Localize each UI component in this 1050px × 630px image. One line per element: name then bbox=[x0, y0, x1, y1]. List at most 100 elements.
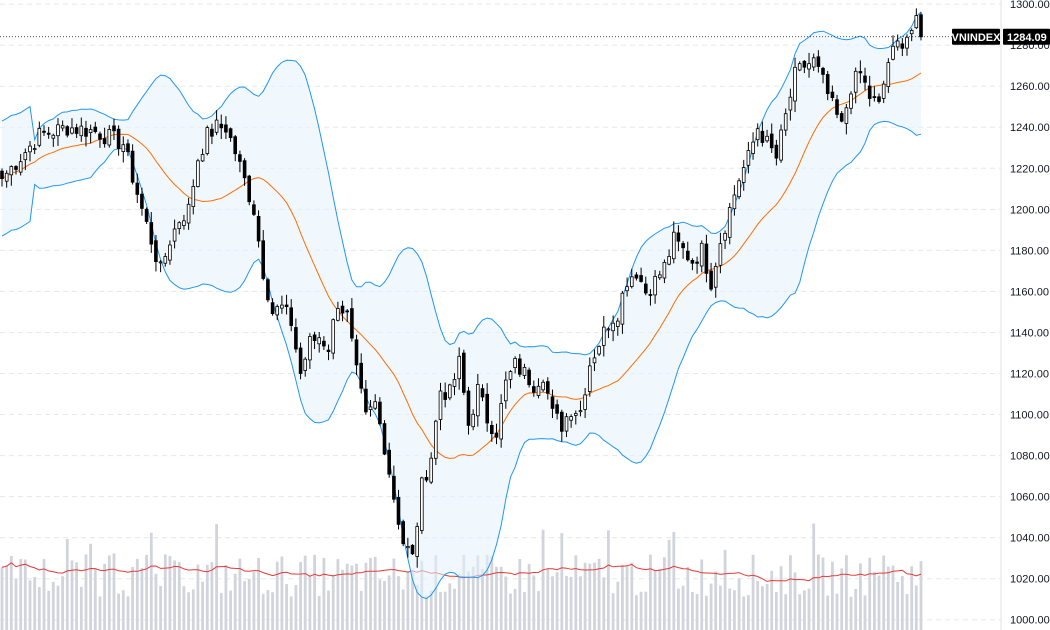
candle-body bbox=[415, 526, 419, 557]
candle bbox=[653, 270, 657, 304]
candle bbox=[242, 158, 247, 186]
candle bbox=[224, 116, 228, 139]
volume-bar bbox=[369, 557, 372, 630]
candle-body bbox=[154, 240, 158, 262]
volume-bar bbox=[14, 578, 18, 630]
candle bbox=[433, 419, 438, 466]
volume-bar bbox=[19, 559, 23, 630]
candle-body bbox=[597, 346, 601, 355]
volume-bar bbox=[154, 573, 158, 630]
candle-body bbox=[247, 175, 252, 203]
candle-body bbox=[718, 243, 723, 266]
candle-body bbox=[238, 154, 242, 162]
y-tick-label: 1120.00 bbox=[1010, 368, 1049, 380]
volume-bar bbox=[303, 555, 307, 630]
candle-body bbox=[867, 85, 872, 99]
volume-bar bbox=[910, 566, 914, 630]
symbol-tag: VNINDEX bbox=[952, 28, 1001, 45]
volume-bar bbox=[93, 568, 97, 630]
candle bbox=[755, 123, 760, 147]
candle-body bbox=[457, 355, 461, 380]
volume-bar bbox=[914, 585, 918, 630]
candle-body bbox=[364, 388, 368, 413]
volume-bar bbox=[434, 555, 438, 630]
volume-bar bbox=[0, 567, 4, 630]
candle-body bbox=[37, 127, 42, 146]
candle-body bbox=[205, 127, 210, 154]
candle-body bbox=[0, 170, 4, 180]
candle-body bbox=[578, 410, 583, 413]
candle bbox=[415, 522, 419, 568]
volume-bar bbox=[714, 571, 718, 630]
candle-body bbox=[630, 276, 634, 287]
y-tick-label: 1260.00 bbox=[1010, 81, 1050, 93]
candle bbox=[350, 298, 354, 342]
volume-bar bbox=[280, 556, 284, 630]
volume-bar bbox=[821, 557, 825, 630]
candle-body bbox=[270, 302, 275, 315]
volume-bar bbox=[448, 583, 452, 630]
candle-body bbox=[74, 127, 79, 134]
candle-body bbox=[802, 60, 807, 68]
volume-bar bbox=[317, 595, 321, 630]
candle bbox=[541, 379, 545, 392]
candle-body bbox=[326, 349, 331, 353]
candle bbox=[280, 295, 284, 314]
candle bbox=[802, 59, 807, 74]
candle bbox=[303, 357, 307, 377]
candle bbox=[821, 66, 825, 84]
volume-bar bbox=[877, 575, 881, 630]
volume-bar bbox=[457, 574, 461, 630]
candle-body bbox=[51, 134, 56, 139]
symbol-tag-box bbox=[952, 28, 1000, 45]
volume-bar bbox=[56, 585, 60, 630]
volume-bar bbox=[392, 558, 396, 630]
candle bbox=[881, 80, 886, 104]
volume-bar bbox=[61, 576, 64, 630]
volume-bar bbox=[700, 559, 704, 630]
candle-body bbox=[527, 369, 531, 386]
volume-bar bbox=[602, 577, 606, 630]
bollinger-lower-band bbox=[1, 120, 922, 600]
volume-bar bbox=[761, 586, 764, 630]
candle bbox=[816, 50, 821, 73]
volume-bar bbox=[252, 571, 256, 630]
volume-bar bbox=[266, 590, 270, 630]
candle bbox=[732, 185, 737, 216]
candle-body bbox=[574, 413, 578, 416]
volume-bar bbox=[481, 569, 484, 630]
candle bbox=[23, 148, 28, 171]
volume-bar bbox=[705, 595, 708, 630]
candle-body bbox=[88, 129, 93, 133]
volume-bar bbox=[630, 562, 634, 630]
candle-body bbox=[620, 292, 625, 325]
candle bbox=[74, 123, 79, 139]
candle bbox=[88, 124, 93, 144]
candle bbox=[527, 367, 531, 388]
volume-bar bbox=[644, 591, 648, 630]
volume-bar bbox=[658, 568, 662, 630]
volume-bar bbox=[103, 563, 106, 630]
volume-bar bbox=[322, 557, 326, 630]
candle-body bbox=[564, 416, 569, 432]
y-tick-label: 1140.00 bbox=[1010, 327, 1049, 339]
candle bbox=[867, 75, 872, 107]
candle bbox=[508, 370, 513, 389]
candle-body bbox=[79, 125, 84, 137]
candle-body bbox=[639, 275, 643, 282]
candle-body bbox=[546, 381, 550, 394]
candle bbox=[149, 212, 154, 253]
y-tick-label: 1220.00 bbox=[1010, 163, 1050, 175]
candle-body bbox=[713, 265, 718, 288]
candle-body bbox=[172, 228, 177, 242]
candle-body bbox=[214, 119, 219, 133]
candle-body bbox=[900, 43, 905, 49]
candle bbox=[909, 28, 914, 42]
volume-bar bbox=[443, 591, 447, 630]
candle bbox=[611, 315, 615, 342]
volume-bar bbox=[308, 576, 312, 630]
volume-bar bbox=[695, 593, 699, 630]
candle bbox=[144, 207, 149, 225]
volume-bar bbox=[588, 563, 592, 630]
candle-body bbox=[658, 274, 662, 279]
